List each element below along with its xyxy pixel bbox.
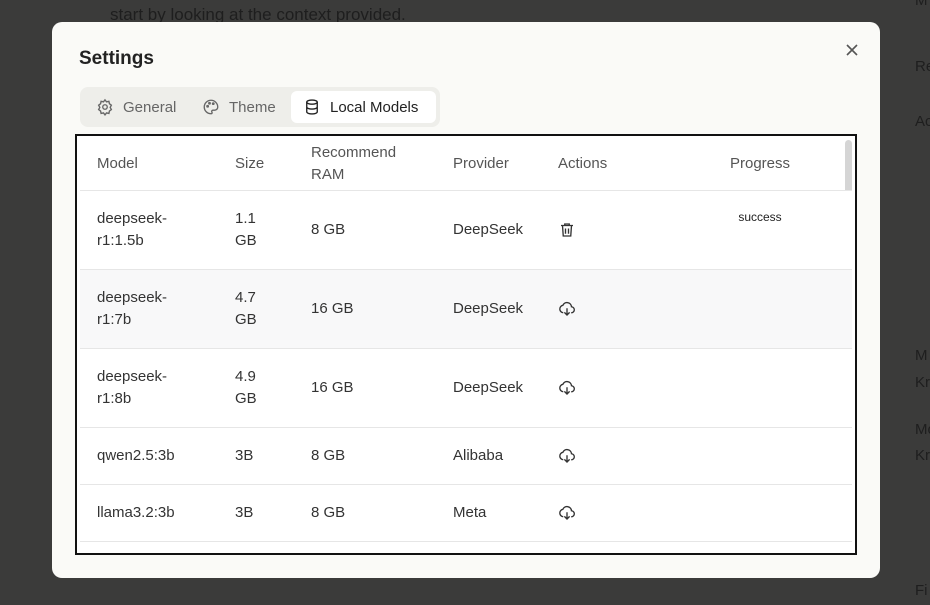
- background-label: Kr: [915, 447, 930, 464]
- table-row: deepseek-r1:8b 4.9 GB 16 GB DeepSeek: [80, 349, 852, 428]
- dialog-title: Settings: [79, 48, 154, 69]
- cell-model: deepseek-r1:7b: [97, 289, 168, 328]
- header-row: Model Size Recommend RAM Provider Actions Pro…: [80, 138, 852, 191]
- cell-model: deepseek-r1:8b: [97, 368, 168, 407]
- column-header: Provider: [453, 155, 509, 172]
- palette-icon: [203, 99, 219, 115]
- database-icon: [306, 99, 318, 115]
- cell-provider: Alibaba: [453, 447, 504, 464]
- tab-label: General: [123, 98, 177, 116]
- background-label: Kr: [915, 374, 930, 391]
- cell-provider: DeepSeek: [453, 221, 524, 238]
- tab-bar: General Theme Local Models: [80, 87, 440, 127]
- gear-icon: [97, 98, 113, 116]
- models-table: Model Size Recommend RAM Provider Actions Pro…: [75, 134, 857, 555]
- cell-ram: 16 GB: [311, 300, 354, 317]
- table-row: qwen2.5:3b 3B 8 GB Alibaba: [80, 428, 852, 485]
- background-label: M: [915, 347, 928, 364]
- progress-status: success: [738, 210, 782, 224]
- column-header: Model: [97, 155, 138, 172]
- cell-ram: 8 GB: [311, 504, 346, 521]
- cell-model: deepseek-r1:1.5b: [97, 210, 168, 249]
- cell-size: 4.7 GB: [235, 289, 257, 328]
- tab-label: Theme: [229, 98, 276, 116]
- background-label: Fi: [915, 582, 928, 599]
- cell-model: qwen2.5:3b: [97, 447, 175, 464]
- table-row: deepseek-r1:7b 4.7 GB 16 GB DeepSeek: [80, 270, 852, 349]
- cell-size: 3B: [235, 504, 254, 521]
- download-button[interactable]: [558, 300, 576, 318]
- table-row: deepseek-r1:1.5b 1.1 GB 8 GB DeepSeek succes…: [80, 191, 852, 270]
- settings-dialog: Settings General Theme Local Models Mode…: [52, 22, 880, 578]
- delete-button[interactable]: [558, 221, 576, 239]
- tab-label: Local Models: [330, 98, 419, 116]
- cell-ram: 16 GB: [311, 379, 354, 396]
- cell-size: 1.1 GB: [235, 210, 257, 249]
- background-label: M: [915, 0, 928, 9]
- cell-provider: DeepSeek: [453, 300, 524, 317]
- cell-size: 3B: [235, 447, 254, 464]
- cell-ram: 8 GB: [311, 447, 346, 464]
- cell-size: 4.9 GB: [235, 368, 257, 407]
- tab[interactable]: Local Models: [291, 91, 436, 123]
- download-button[interactable]: [558, 447, 576, 465]
- column-header: Actions: [558, 155, 608, 172]
- column-header: Size: [235, 155, 265, 172]
- cell-provider: Meta: [453, 504, 487, 521]
- column-header: Recommend RAM: [311, 144, 397, 183]
- download-button[interactable]: [558, 504, 576, 522]
- cell-provider: DeepSeek: [453, 379, 524, 396]
- background-label: Ac: [915, 113, 930, 130]
- background-text: start by looking at the context provided…: [110, 5, 406, 24]
- background-label: Mo: [915, 421, 930, 438]
- table-row: llama3.2:3b 3B 8 GB Meta: [80, 485, 852, 542]
- column-header: Progress: [729, 155, 791, 172]
- cell-model: llama3.2:3b: [97, 504, 175, 521]
- download-button[interactable]: [558, 379, 576, 397]
- tab[interactable]: General: [84, 91, 188, 123]
- cell-ram: 8 GB: [311, 221, 346, 238]
- tab[interactable]: Theme: [190, 91, 288, 123]
- background-label: Re: [915, 58, 930, 75]
- close-button[interactable]: [844, 42, 860, 58]
